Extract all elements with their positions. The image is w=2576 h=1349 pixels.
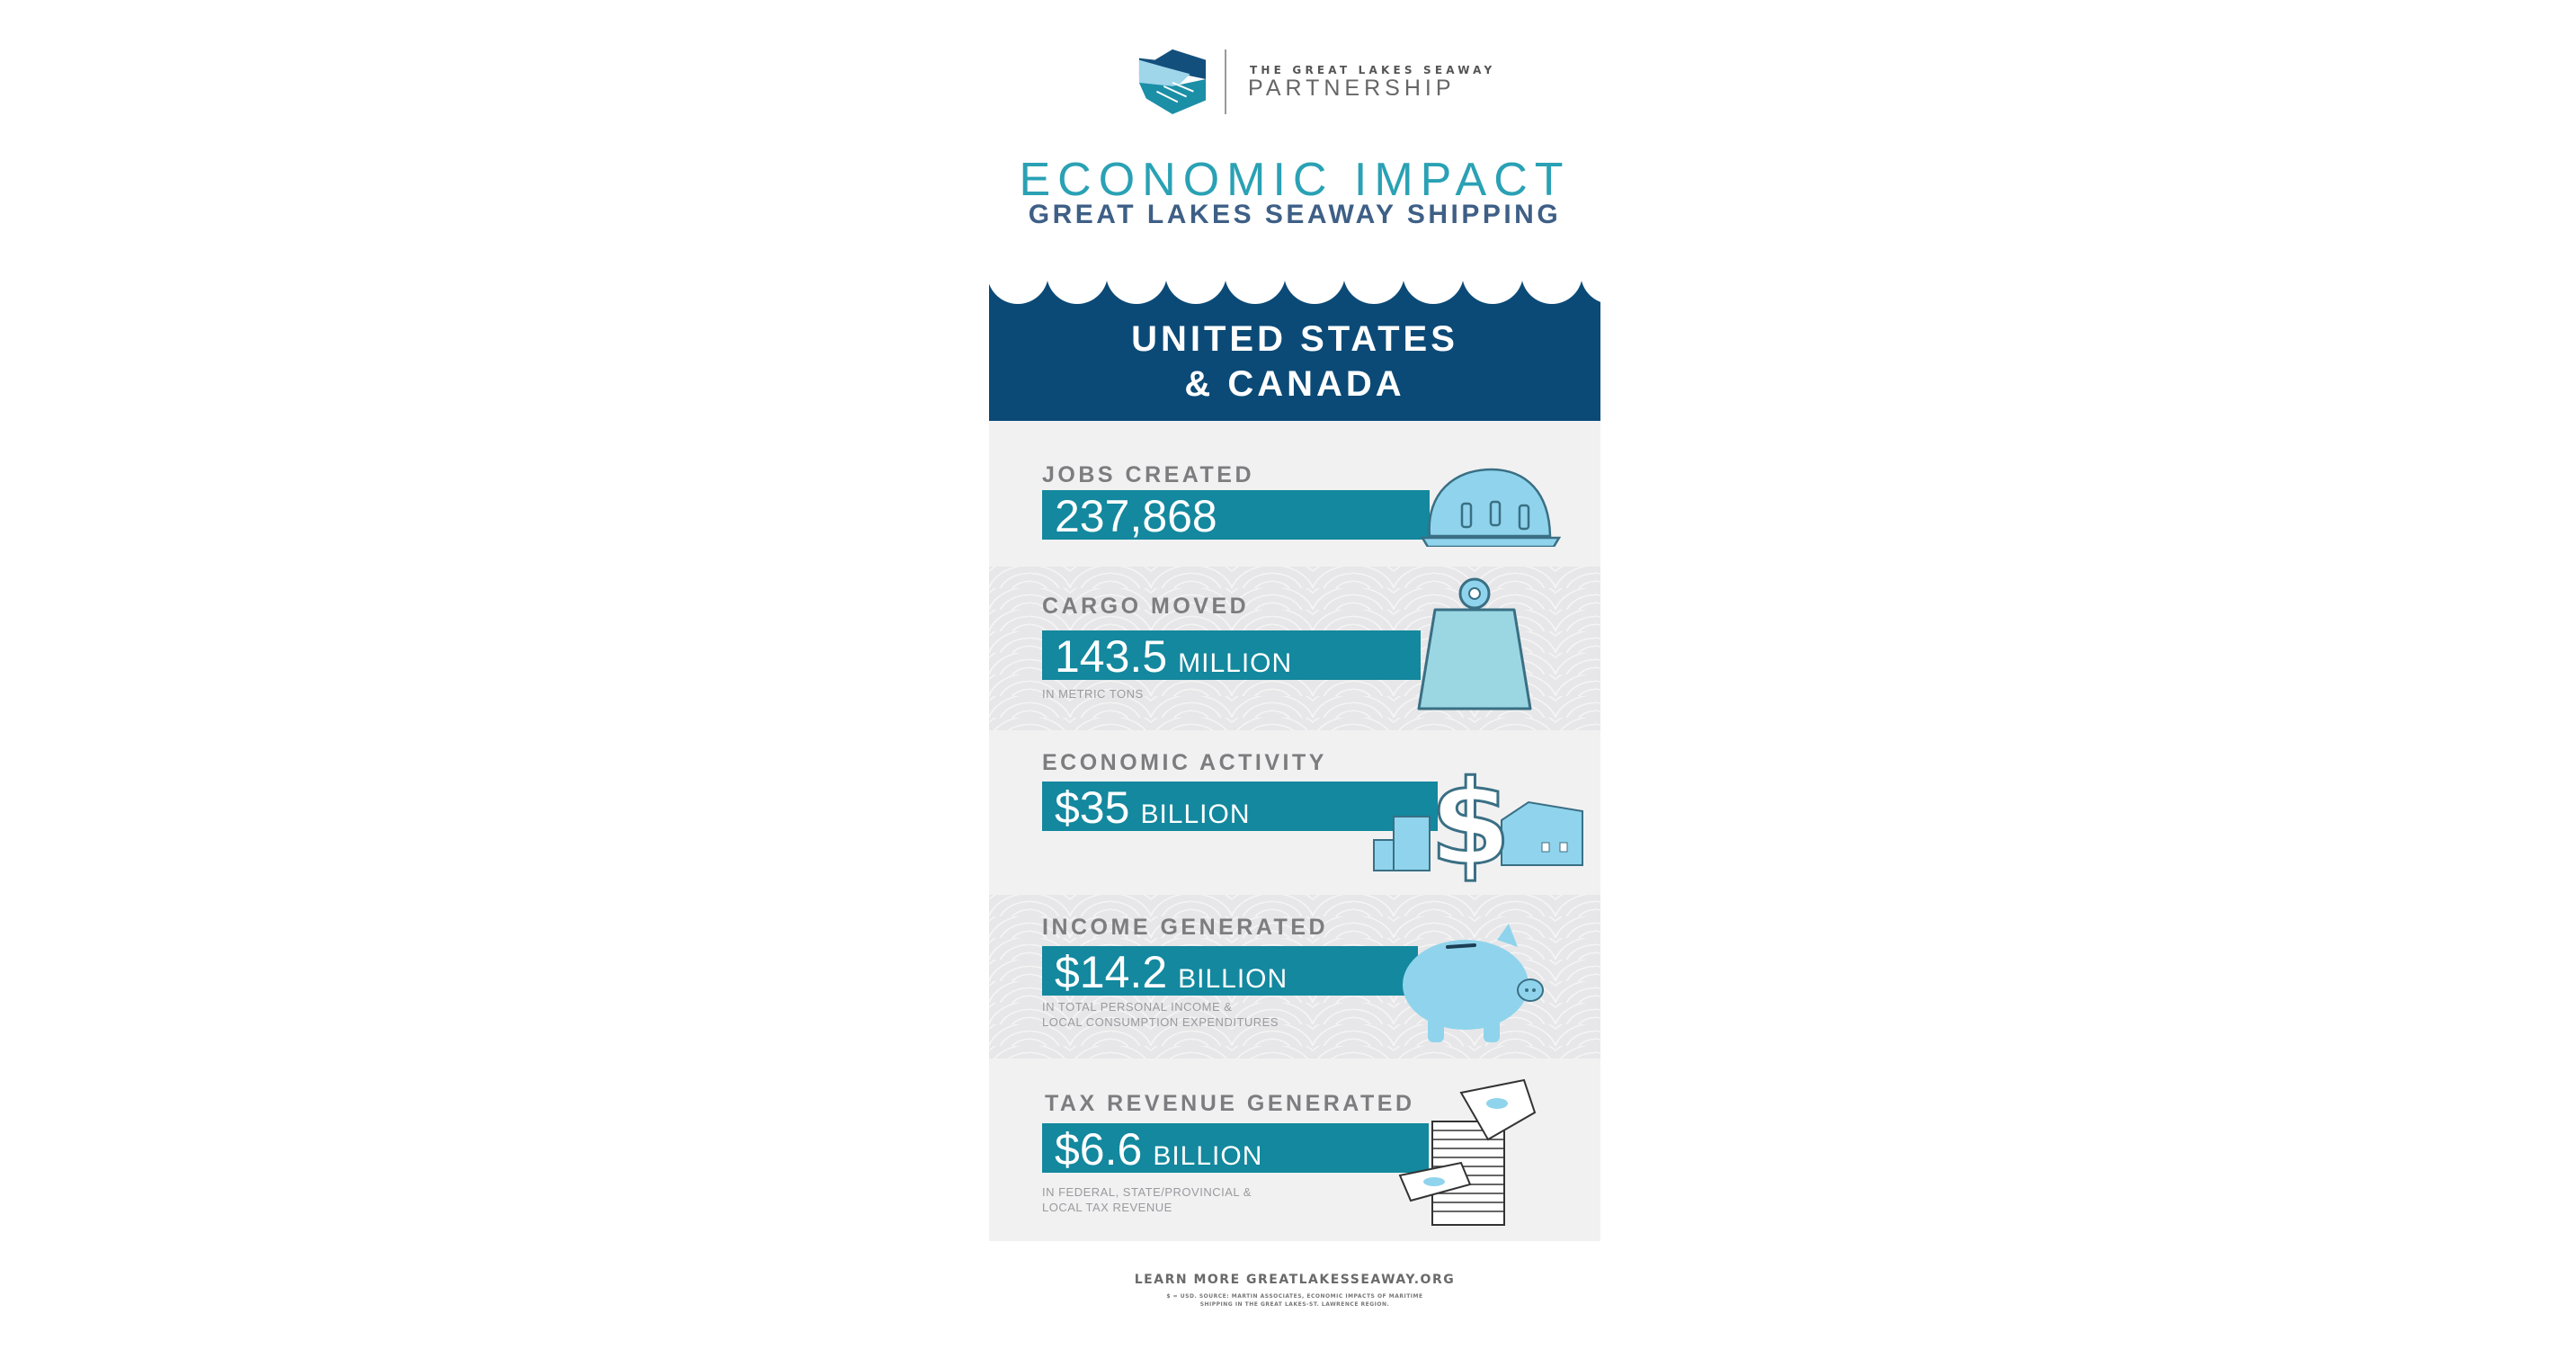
- wave-scallop: [1106, 275, 1167, 304]
- wave-scallop: [1403, 275, 1464, 304]
- stat-value: $14.2: [1055, 947, 1168, 997]
- stat-value: 143.5: [1055, 631, 1168, 682]
- stat-income: INCOME GENERATED $14.2 BILLION IN TOTAL P…: [989, 895, 1600, 1059]
- stat-note: LOCAL CONSUMPTION EXPENDITURES: [1042, 1015, 1279, 1029]
- logo-text-line1: THE GREAT LAKES SEAWAY: [1250, 64, 1496, 76]
- logo-text-line2: PARTNERSHIP: [1248, 76, 1456, 101]
- stat-note: IN TOTAL PERSONAL INCOME &: [1042, 1000, 1233, 1014]
- stat-tax: TAX REVENUE GENERATED $6.6 BILLION IN FED…: [989, 1059, 1600, 1241]
- region-line1: UNITED STATES: [1131, 319, 1458, 359]
- stat-value: $35: [1055, 782, 1130, 833]
- stat-jobs: JOBS CREATED 237,868: [989, 421, 1600, 567]
- dollar-city-icon: $: [1373, 757, 1583, 883]
- source-note: $ = USD. SOURCE: MARTIN ASSOCIATES, ECON…: [989, 1292, 1600, 1309]
- region-line2: & CANADA: [1184, 364, 1405, 404]
- stat-economic-activity: ECONOMIC ACTIVITY $35 BILLION $: [989, 730, 1600, 895]
- stat-value-bar: $14.2 BILLION: [1042, 946, 1418, 997]
- stat-note: IN FEDERAL, STATE/PROVINCIAL &: [1042, 1185, 1252, 1199]
- wave-scallop: [1165, 275, 1226, 304]
- page-title: ECONOMIC IMPACT: [1019, 154, 1571, 206]
- logo-divider: [1225, 49, 1226, 114]
- wave-scallop: [989, 275, 1048, 304]
- stat-note: IN METRIC TONS: [1042, 687, 1144, 701]
- weight-icon: [1417, 577, 1532, 710]
- svg-text:$: $: [1430, 757, 1511, 883]
- stat-value-bar: 237,868: [1042, 490, 1430, 541]
- learn-more-link[interactable]: LEARN MORE GREATLAKESSEAWAY.ORG: [1134, 1273, 1456, 1287]
- stat-unit: BILLION: [1140, 800, 1251, 829]
- source-line1: $ = USD. SOURCE: MARTIN ASSOCIATES, ECON…: [1166, 1293, 1423, 1300]
- page-subtitle: GREAT LAKES SEAWAY SHIPPING: [1028, 200, 1562, 229]
- stat-label: JOBS CREATED: [1042, 462, 1255, 487]
- stat-value: 237,868: [1055, 491, 1217, 541]
- stat-value: $6.6: [1055, 1124, 1143, 1175]
- stat-label: ECONOMIC ACTIVITY: [1042, 750, 1327, 775]
- region-title: UNITED STATES & CANADA: [989, 317, 1600, 406]
- region-header: UNITED STATES & CANADA: [989, 275, 1600, 421]
- stat-label: CARGO MOVED: [1042, 594, 1250, 619]
- stat-unit: BILLION: [1178, 964, 1288, 994]
- wave-scallop: [1521, 275, 1582, 304]
- stat-cargo: CARGO MOVED 143.5 MILLION IN METRIC TONS: [989, 567, 1600, 730]
- stat-value-bar: $6.6 BILLION: [1042, 1123, 1429, 1175]
- wave-scallop: [1225, 275, 1286, 304]
- stat-note: LOCAL TAX REVENUE: [1042, 1201, 1172, 1214]
- money-stack-icon: [1398, 1078, 1537, 1226]
- stat-label: INCOME GENERATED: [1042, 915, 1329, 940]
- source-line2: SHIPPING IN THE GREAT LAKES-ST. LAWRENCE…: [1199, 1301, 1390, 1308]
- stat-label: TAX REVENUE GENERATED: [1045, 1091, 1415, 1116]
- stat-value-bar: $35 BILLION: [1042, 782, 1438, 833]
- stat-value-bar: 143.5 MILLION: [1042, 630, 1421, 682]
- wave-scallop: [1343, 275, 1404, 304]
- wave-scallop: [1462, 275, 1523, 304]
- wave-scallop: [1581, 275, 1600, 304]
- hard-hat-icon: [1420, 468, 1562, 547]
- handshake-logo-icon: [1138, 49, 1207, 115]
- stat-unit: BILLION: [1153, 1141, 1263, 1171]
- wave-scallop: [1284, 275, 1345, 304]
- stat-unit: MILLION: [1178, 648, 1293, 678]
- piggy-bank-icon: [1403, 924, 1544, 1042]
- wave-scallop: [1047, 275, 1108, 304]
